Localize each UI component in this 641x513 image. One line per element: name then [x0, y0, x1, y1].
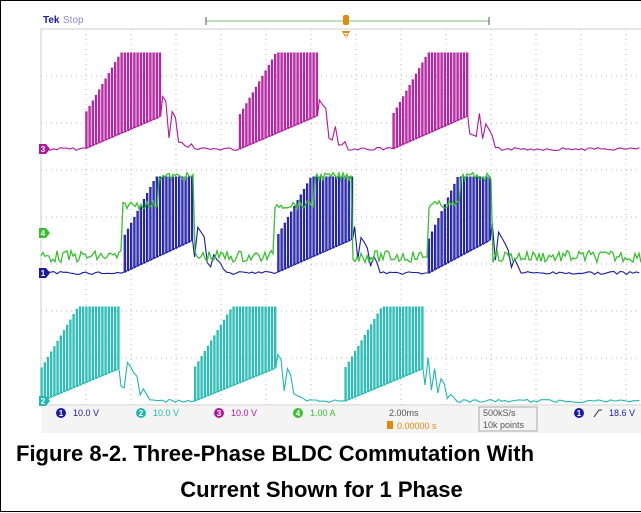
caption-line-1: Figure 8-2. Three-Phase BLDC Commutation…	[16, 441, 535, 466]
scope-hud: Tek Stop T 3 4 1 2	[39, 15, 490, 406]
ground-marker-label-ch4: 4	[41, 229, 46, 238]
caption-line-2: Current Shown for 1 Phase	[180, 477, 463, 502]
oscilloscope-display: Tek Stop T 3 4 1 2 1 10.0 V 2 10.0 V 3 10.0 V 4 1.00 …	[1, 1, 641, 433]
readout-ch1-badge	[56, 408, 66, 418]
readout-ch3-scale: 10.0 V	[231, 408, 257, 418]
readout-ch1-scale: 10.0 V	[73, 408, 99, 418]
trigger-marker-icon	[342, 31, 350, 39]
record-length-readout: 10k points	[483, 420, 525, 430]
waveform-ch2	[40, 306, 640, 404]
graticule-border	[40, 28, 641, 406]
ground-marker-ch1	[39, 268, 50, 278]
ground-marker-label-ch2: 2	[41, 397, 46, 406]
trigger-level-readout: 18.6 V	[609, 408, 635, 418]
readout-ch1-number: 1	[59, 409, 64, 418]
readout-bar: 1 10.0 V 2 10.0 V 3 10.0 V 4 1.00 A 2.00ms 0.0000…	[41, 406, 641, 433]
acq-box	[478, 406, 538, 432]
waveforms	[40, 52, 641, 404]
readout-ch3-number: 3	[217, 409, 222, 418]
readout-background	[41, 406, 641, 433]
brand-label: Tek	[43, 15, 60, 26]
readout-ch2-number: 2	[139, 409, 144, 418]
run-state-label: Stop	[63, 15, 84, 26]
trigger-marker-label: T	[344, 33, 349, 40]
readout-ch2-scale: 10.0 V	[153, 408, 179, 418]
sample-rate-readout: 500kS/s	[483, 408, 516, 418]
ground-marker-label-ch3: 3	[41, 145, 46, 154]
trigger-source-number: 1	[577, 409, 582, 418]
waveform-ch1	[40, 176, 640, 276]
waveform-ch4	[40, 170, 641, 265]
trigger-slope-icon	[593, 409, 602, 418]
trigger-position-icon	[343, 15, 349, 25]
waveform-ch3	[40, 52, 640, 152]
readout-ch4-scale: 1.00 A	[310, 408, 336, 418]
ground-marker-label-ch1: 1	[41, 269, 46, 278]
ground-marker-ch2	[39, 396, 50, 406]
position-readout: 0.00000 s	[397, 421, 437, 431]
readout-ch4-number: 4	[296, 409, 301, 418]
readout-ch4-badge	[293, 408, 303, 418]
readout-ch3-badge	[214, 408, 224, 418]
timebase-readout: 2.00ms	[389, 408, 419, 418]
trigger-source-badge	[574, 408, 584, 418]
readout-ch2-badge	[136, 408, 146, 418]
ground-marker-ch4	[39, 228, 50, 238]
figure-caption: Figure 8-2. Three-Phase BLDC Commutation…	[1, 433, 641, 513]
ground-marker-ch3	[39, 144, 50, 154]
position-icon	[387, 421, 393, 429]
